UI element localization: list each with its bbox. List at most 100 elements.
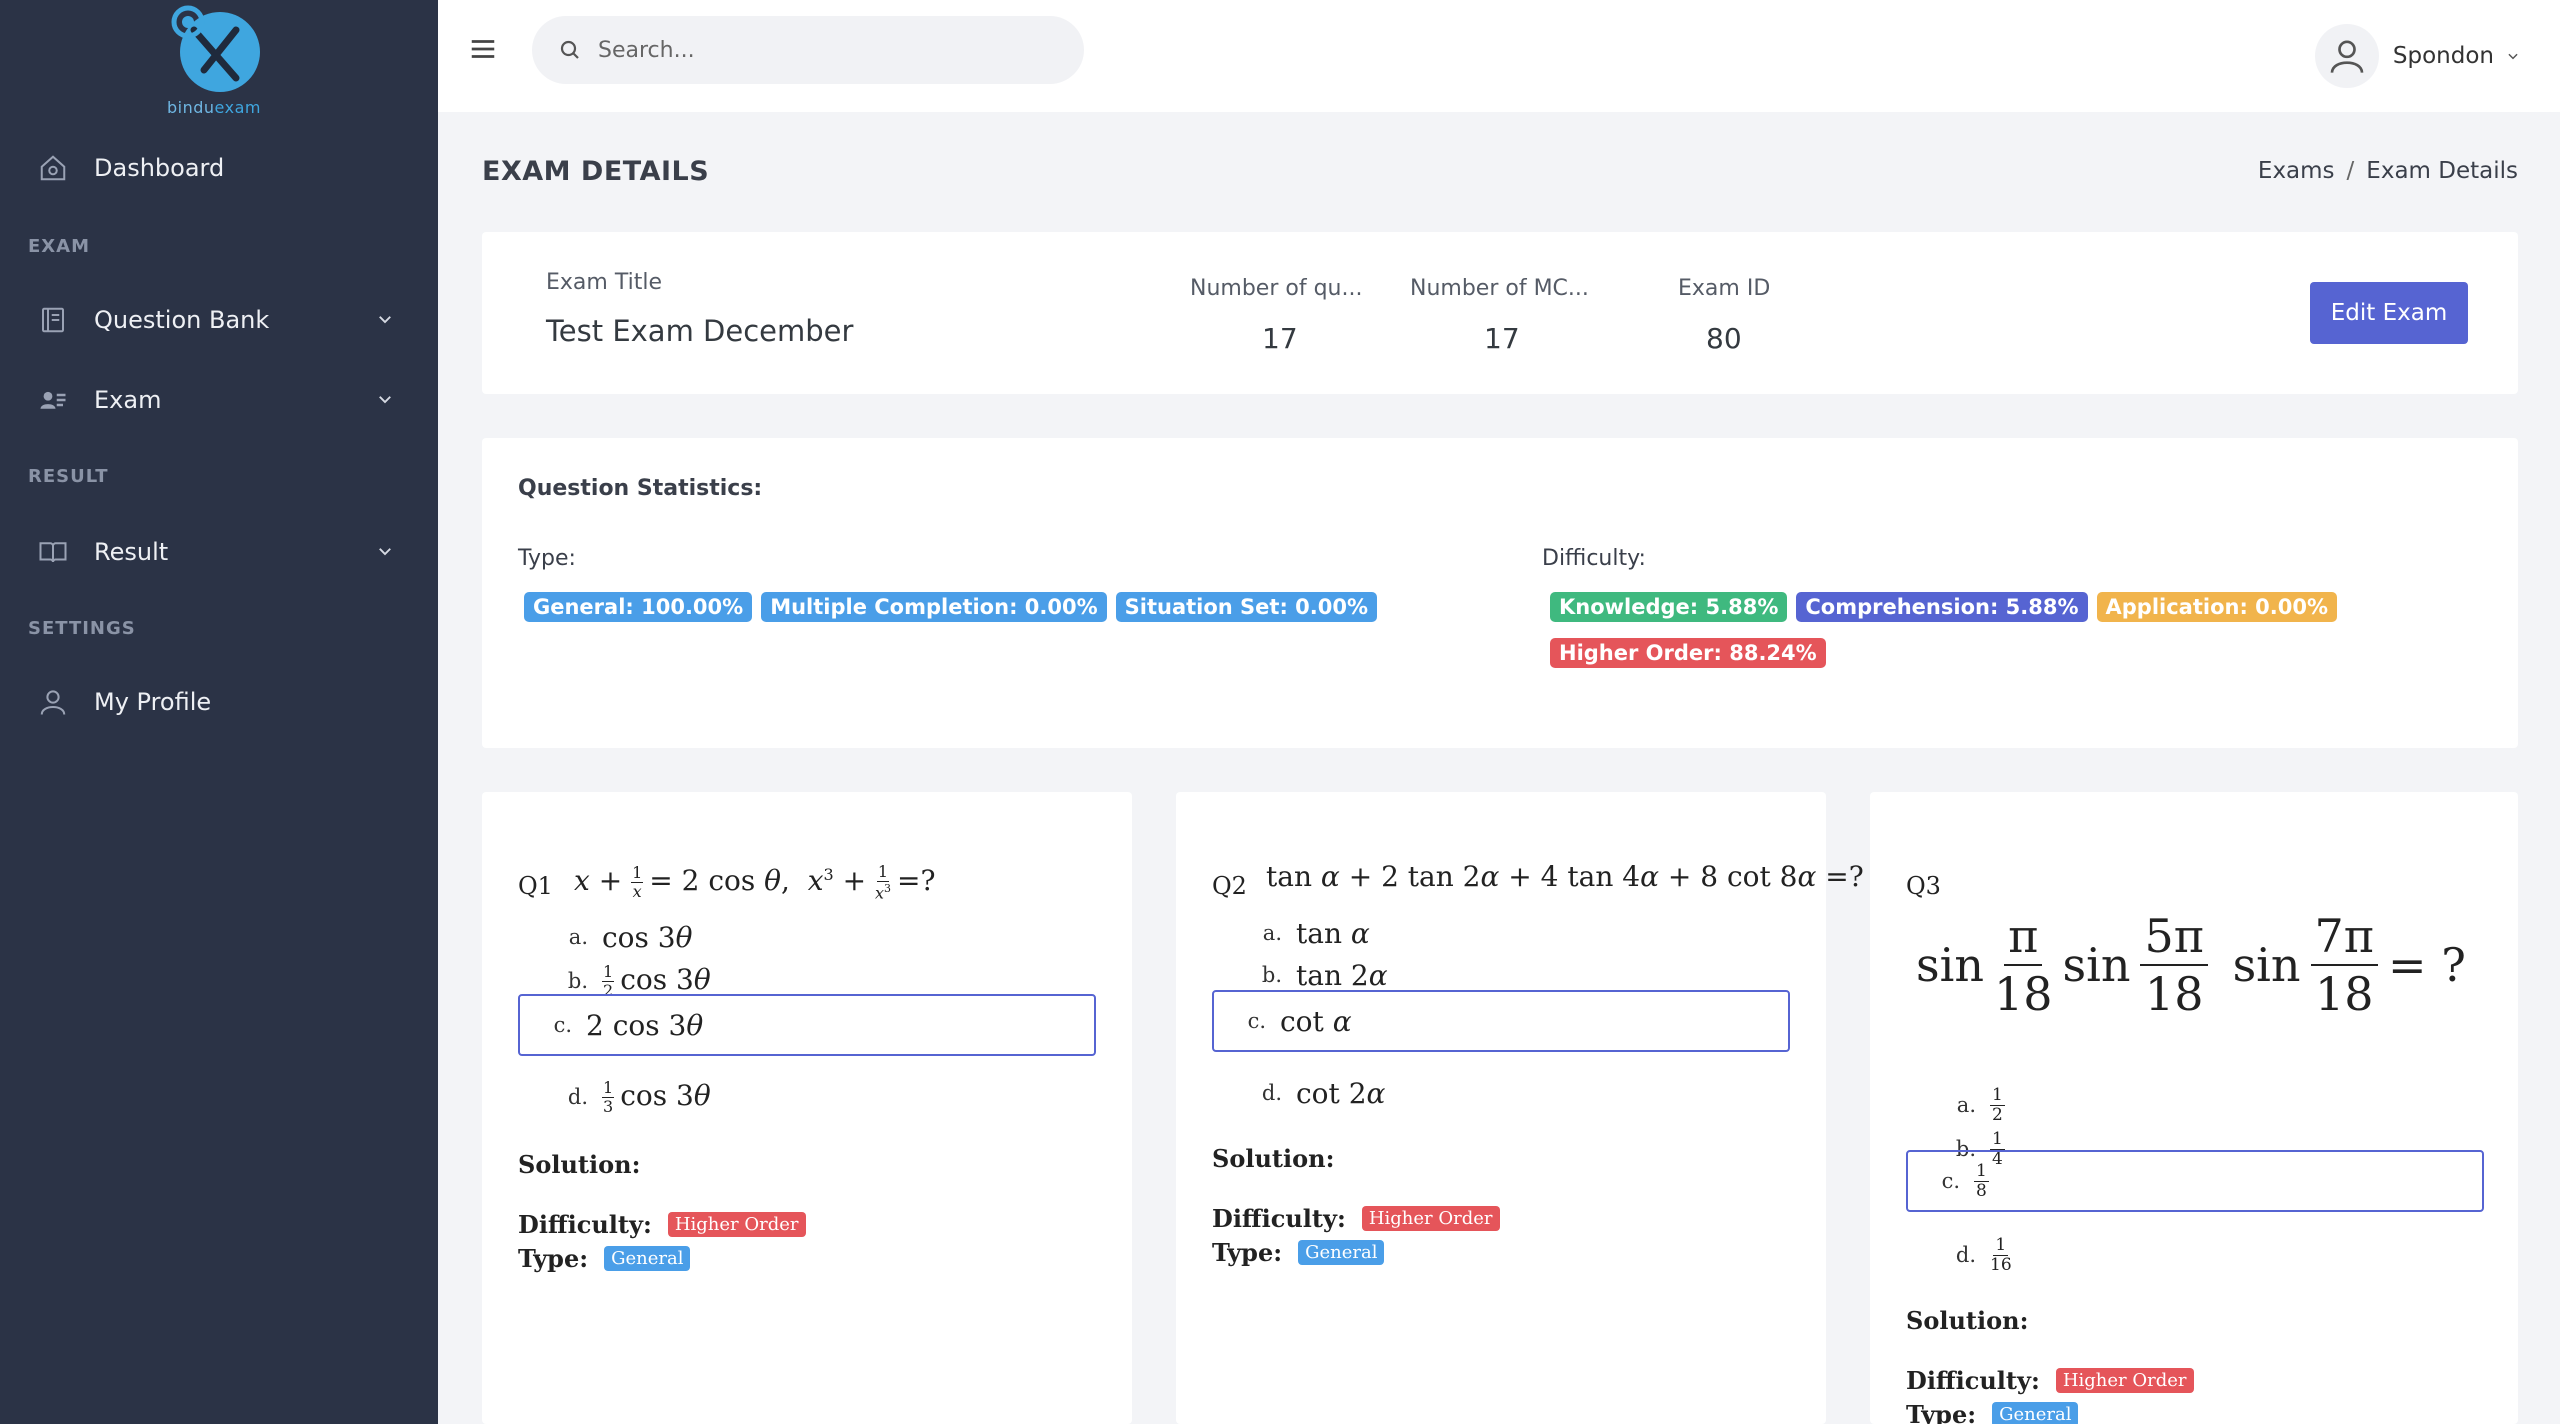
- user-menu[interactable]: Spondon: [2314, 18, 2520, 94]
- type-label: Type:: [1906, 1400, 1977, 1424]
- option-d[interactable]: d. 1 3 cos 3θ: [518, 1066, 1096, 1128]
- sidebar-item-exam[interactable]: Exam: [0, 368, 438, 432]
- breadcrumb: Exams / Exam Details: [2258, 158, 2518, 184]
- option-c-selected[interactable]: c. 1 8: [1906, 1150, 2484, 1212]
- chevron-down-icon: [379, 548, 391, 556]
- difficulty-badges: Knowledge: 5.88% Comprehension: 5.88% Appl…: [1550, 592, 2370, 684]
- option-b[interactable]: b. tan 2α: [1212, 944, 1790, 1006]
- option-math: 1 16: [1990, 1234, 2012, 1275]
- chevron-down-icon: [2508, 53, 2518, 60]
- difficulty-badge: Higher Order: [667, 1212, 806, 1237]
- sidebar-item-result[interactable]: Result: [0, 520, 438, 584]
- option-letter: a.: [568, 925, 588, 949]
- option-letter: d.: [1955, 1243, 1976, 1267]
- option-letter: a.: [1956, 1093, 1976, 1117]
- sidebar-section-settings: SETTINGS: [28, 618, 136, 639]
- option-a[interactable]: a. tan α: [1212, 902, 1790, 964]
- sidebar-section-result: RESULT: [28, 466, 109, 487]
- difficulty-badge: Higher Order: [2055, 1368, 2194, 1393]
- option-letter: a.: [1262, 921, 1282, 945]
- option-a[interactable]: a. cos 3θ: [518, 906, 1096, 968]
- brand-name: binduexam: [167, 98, 267, 117]
- difficulty-row: Difficulty: Higher Order: [1212, 1204, 1500, 1233]
- option-letter: c.: [553, 1013, 572, 1037]
- exam-info-card: Exam Title Test Exam December Number of …: [482, 232, 2518, 394]
- option-d[interactable]: d. 1 16: [1906, 1230, 2484, 1280]
- option-d[interactable]: d. cot 2α: [1212, 1062, 1790, 1124]
- option-b[interactable]: b. 1 4: [1906, 1124, 2484, 1174]
- user-name: Spondon: [2392, 43, 2494, 69]
- avatar: [2314, 24, 2379, 88]
- question-text: tan α + 2 tan 2α + 4 tan 4α + 8 cot 8α =…: [1266, 860, 1864, 893]
- num-mcq-label: Number of MC...: [1410, 276, 1589, 301]
- sidebar-item-label: Dashboard: [94, 154, 225, 182]
- option-letter: b.: [1955, 1137, 1976, 1161]
- difficulty-badge-higher-order: Higher Order: 88.24%: [1550, 638, 1826, 668]
- difficulty-row: Difficulty: Higher Order: [518, 1210, 806, 1239]
- exam-id-value: 80: [1706, 322, 1742, 355]
- difficulty-badge-comprehension: Comprehension: 5.88%: [1796, 592, 2088, 622]
- sidebar-item-dashboard[interactable]: Dashboard: [0, 136, 438, 200]
- type-label: Type:: [518, 546, 576, 571]
- breadcrumb-exam-details: Exam Details: [2366, 158, 2518, 184]
- type-badge: General: [1298, 1240, 1385, 1265]
- difficulty-label: Difficulty:: [518, 1210, 652, 1239]
- type-badge-situation-set: Situation Set: 0.00%: [1115, 592, 1378, 622]
- chevron-down-icon: [379, 396, 391, 404]
- option-c-selected[interactable]: c. 2 cos 3θ: [518, 994, 1096, 1056]
- difficulty-label: Difficulty:: [1542, 546, 1646, 571]
- difficulty-label: Difficulty:: [1906, 1366, 2040, 1395]
- brand-name-prefix: bindu: [167, 98, 215, 117]
- option-math: 1 3 cos 3θ: [602, 1078, 711, 1116]
- type-badge-multiple-completion: Multiple Completion: 0.00%: [761, 592, 1107, 622]
- sidebar: binduexam Dashboard EXAM Question Bank E…: [0, 0, 438, 1424]
- type-badge-general: General: 100.00%: [524, 592, 753, 622]
- question-number: Q1: [518, 872, 553, 900]
- type-row: Type: General: [1212, 1238, 1385, 1267]
- difficulty-badge-knowledge: Knowledge: 5.88%: [1550, 592, 1788, 622]
- home-icon: [36, 151, 70, 185]
- exam-id-label: Exam ID: [1678, 276, 1771, 301]
- search-input[interactable]: [598, 37, 1058, 63]
- question-number: Q3: [1906, 872, 1941, 900]
- option-a[interactable]: a. 1 2: [1906, 1080, 2484, 1130]
- chevron-down-icon: [379, 316, 391, 324]
- question-text: x + 1 x = 2 cos θ, x3 + 1 x3 =?: [574, 862, 936, 903]
- sidebar-item-my-profile[interactable]: My Profile: [0, 670, 438, 734]
- option-letter: d.: [1261, 1081, 1282, 1105]
- sidebar-item-question-bank[interactable]: Question Bank: [0, 288, 438, 352]
- search-box: [532, 16, 1084, 84]
- user-icon: [2330, 40, 2364, 74]
- type-label: Type:: [1212, 1238, 1283, 1267]
- menu-icon[interactable]: [468, 34, 498, 64]
- difficulty-badge-application: Application: 0.00%: [2096, 592, 2338, 622]
- sidebar-section-exam: EXAM: [28, 236, 91, 257]
- sidebar-item-label: Exam: [94, 386, 162, 414]
- exam-title-value: Test Exam December: [546, 314, 854, 348]
- option-math: tan α: [1296, 916, 1370, 950]
- exam-title-label: Exam Title: [546, 270, 662, 295]
- book-icon: [36, 303, 70, 337]
- option-b[interactable]: b. 1 2 cos 3θ: [518, 950, 1096, 1012]
- num-questions-label: Number of qu...: [1190, 276, 1363, 301]
- option-math: cot 2α: [1296, 1076, 1386, 1110]
- binduexam-logo[interactable]: [166, 0, 266, 118]
- question-statistics-card: Question Statistics: Type: General: 100.…: [482, 438, 2518, 748]
- type-badge: General: [1992, 1402, 2079, 1424]
- difficulty-badge: Higher Order: [1361, 1206, 1500, 1231]
- user-icon: [36, 685, 70, 719]
- question-card-q2: Q2 tan α + 2 tan 2α + 4 tan 4α + 8 cot 8…: [1176, 792, 1864, 1424]
- type-row: Type: General: [1906, 1400, 2079, 1424]
- option-letter: b.: [1261, 963, 1282, 987]
- option-c-selected[interactable]: c. cot α: [1212, 990, 1790, 1052]
- question-card-q1: Q1 x + 1 x = 2 cos θ, x3 + 1 x3 =? a. cos 3θ …: [482, 792, 1132, 1424]
- type-label: Type:: [518, 1244, 589, 1273]
- edit-exam-button[interactable]: Edit Exam: [2310, 282, 2468, 344]
- question-card-q3: Q3 sin π 18 sin 5π 18 sin 7π 18 = ? a. 1 2 b. 1 4 c.…: [1870, 792, 2518, 1424]
- sidebar-item-label: Question Bank: [94, 306, 270, 334]
- sidebar-item-label: My Profile: [94, 688, 212, 716]
- breadcrumb-exams[interactable]: Exams: [2257, 158, 2335, 184]
